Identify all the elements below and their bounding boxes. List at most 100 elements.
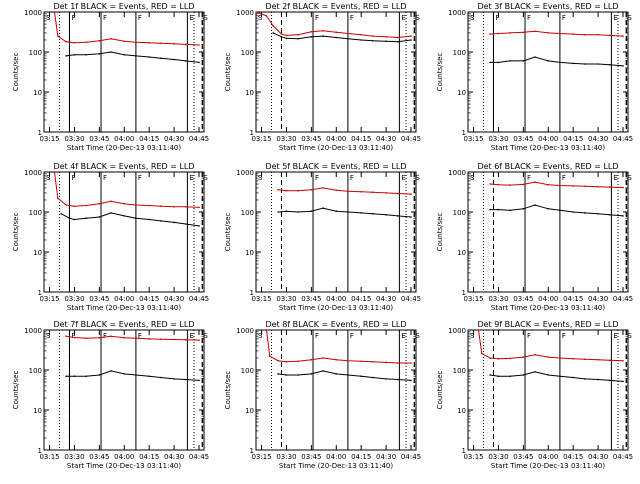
panel-1-x-tick-label: 04:45 (189, 135, 209, 143)
panel-1-y-axis-label: Counts/sec (12, 53, 20, 92)
panel-1-y-tick-label: 1 (38, 129, 42, 137)
panel-7-events-point (135, 374, 137, 376)
panel-2-events-point (280, 36, 283, 38)
panel-2-lld-point (410, 35, 412, 37)
panel-4-lld-point (57, 197, 59, 200)
panel-1-x-tick-label: 03:15 (39, 135, 59, 143)
panel-4-y-axis-label: Counts/sec (12, 213, 20, 252)
panel-9-flare-marker-label: F (527, 332, 531, 340)
panel-7-events-point (173, 378, 175, 380)
panel-4-y-tick-label: 100 (29, 209, 42, 217)
panel-8-lld-point (310, 359, 313, 361)
panel-6-start-marker-label: S (470, 174, 475, 182)
panel-5-events-point (410, 216, 412, 218)
panel-5-title: Det 5f BLACK = Events, RED = LLD (265, 162, 406, 171)
panel-9-x-tick-label: 04:30 (588, 453, 608, 461)
panel-3-x-tick-label: 03:30 (488, 135, 508, 143)
panel-6-y-tick-label: 1 (462, 289, 466, 297)
panel-7-x-axis-label: Start Time (20-Dec-13 03:11:40) (67, 462, 181, 470)
panel-5-events-point (285, 210, 288, 212)
panel-3-events-point (497, 61, 500, 64)
panel-9-lld-point (622, 360, 624, 362)
panel-7-flare-marker-label: F (103, 332, 107, 340)
panel-6-events-point (522, 208, 525, 210)
panel-7-title: Det 7f BLACK = Events, RED = LLD (53, 320, 194, 329)
panel-3-lld-point (572, 33, 574, 35)
panel-2-y-axis-label: Counts/sec (224, 53, 232, 92)
panel-1-events-point (85, 54, 87, 56)
panel-7-lld-point (135, 337, 137, 340)
panel-8-events-point (347, 374, 349, 376)
panel-4-second-start-marker-label: S (203, 174, 208, 182)
panel-9-events-point (534, 371, 536, 373)
panel-3-lld-point (489, 33, 491, 35)
panel-2-x-tick-label: 04:30 (376, 135, 396, 143)
panel-4-flare-marker-label: F (103, 174, 107, 182)
panel-5-x-tick-label: 03:15 (251, 295, 271, 303)
panel-9-lld-point (608, 359, 611, 362)
panel-8-x-axis-label: Start Time (20-Dec-13 03:11:40) (279, 462, 393, 470)
panel-6-title: Det 6f BLACK = Events, RED = LLD (477, 162, 618, 171)
panel-5-x-tick-label: 04:00 (326, 295, 346, 303)
panel-6-lld-point (547, 184, 550, 186)
panel-2-lld-series-line (256, 11, 412, 39)
panel-8-events-point (322, 370, 324, 372)
panel-8-lld-series-line (266, 329, 411, 364)
panel-2-lld-point (280, 33, 283, 35)
panel-1-lld-point (85, 41, 87, 44)
panel-7-events-point (198, 379, 200, 382)
panel-1-lld-point (57, 35, 59, 37)
panel-5-events-series-line (278, 207, 412, 218)
panel-9-x-tick-label: 03:45 (513, 453, 533, 461)
panel-5-x-tick-label: 03:30 (276, 295, 296, 303)
panel-8-events-point (297, 374, 299, 376)
panel-6-lld-series-line (490, 181, 624, 188)
panel-2-end-marker-label: E (401, 14, 405, 22)
panel-8-lld-point (277, 360, 279, 362)
panel-4-lld-point (53, 171, 56, 173)
panel-6-y-tick-label: 1000 (448, 169, 466, 177)
panel-5-lld-point (297, 189, 299, 192)
panel-5-lld-point (310, 188, 313, 191)
panel-8-lld-point (410, 362, 412, 364)
panel-4-lld-point (135, 204, 137, 206)
panel-6-lld-point (622, 186, 624, 189)
panel-5-y-tick-label: 10 (245, 249, 254, 257)
panel-1-x-tick-label: 04:15 (139, 135, 159, 143)
panel-1-title: Det 1f BLACK = Events, RED = LLD (53, 2, 194, 11)
panel-8-y-tick-label: 10 (245, 407, 254, 415)
panel-2-x-tick-label: 04:00 (326, 135, 346, 143)
panel-4-events-point (160, 220, 162, 222)
panel-3-y-tick-label: 10 (457, 89, 466, 97)
panel-9-events-series-line (490, 371, 624, 382)
panel-9-lld-point (509, 357, 511, 360)
panel-6-flare-marker-label: F (527, 174, 531, 182)
panel-4-x-tick-label: 04:45 (189, 295, 209, 303)
panel-3-lld-series-line (490, 30, 624, 37)
panel-7-lld-point (184, 339, 187, 341)
panel-3-y-tick-label: 1000 (448, 9, 466, 17)
panel-5-lld-point (396, 192, 399, 195)
panel-8-lld-point (335, 359, 338, 361)
panel-2-flare-marker-label: F (315, 14, 319, 22)
panel-5-lld-point (360, 191, 363, 193)
panel-5-lld-point (410, 193, 412, 195)
panel-3-events-point (534, 56, 536, 58)
panel-2-x-axis-label: Start Time (20-Dec-13 03:11:40) (279, 144, 393, 152)
panel-5-start-marker-label: S (258, 174, 263, 182)
panel-1-y-tick-label: 10 (33, 89, 42, 97)
panel-2-x-tick-label: 04:15 (351, 135, 371, 143)
panel-7-x-tick-label: 04:00 (114, 453, 134, 461)
panel-8-x-tick-label: 04:30 (376, 453, 396, 461)
panel-5-y-tick-label: 1 (250, 289, 254, 297)
panel-6-x-tick-label: 03:15 (463, 295, 483, 303)
panel-8-lld-point (265, 329, 268, 331)
panel-9-y-tick-label: 100 (453, 367, 466, 375)
panel-7-x-tick-label: 03:45 (89, 453, 109, 461)
panel-9-lld-point (584, 358, 586, 361)
panel-7-x-tick-label: 03:30 (64, 453, 84, 461)
panel-4-lld-point (173, 206, 175, 208)
panel-7-y-tick-label: 100 (29, 367, 42, 375)
panel-6-x-tick-label: 03:45 (513, 295, 533, 303)
panel-3-events-point (572, 62, 574, 65)
